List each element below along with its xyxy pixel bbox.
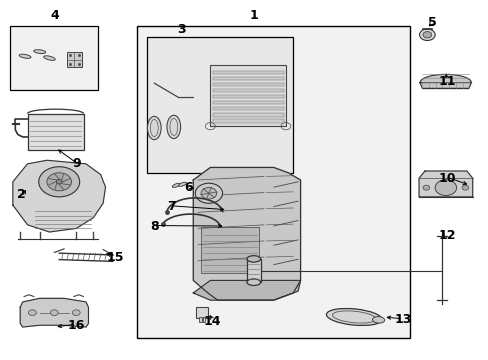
Circle shape [422,185,429,190]
Bar [212,77,283,80]
Ellipse shape [19,54,31,58]
Circle shape [434,180,456,195]
Circle shape [195,183,222,203]
Text: 11: 11 [437,75,455,88]
Ellipse shape [34,50,45,54]
Circle shape [201,188,216,199]
Circle shape [72,310,80,316]
Circle shape [39,167,80,197]
Polygon shape [418,171,472,197]
Bar [137,26,409,338]
Circle shape [422,32,431,38]
Ellipse shape [372,316,384,323]
Ellipse shape [325,309,381,325]
Bar [212,95,283,98]
Bar [212,101,283,104]
Bar [212,120,283,123]
Circle shape [56,180,62,184]
Ellipse shape [147,116,161,140]
Bar [202,318,205,321]
Text: 5: 5 [427,16,436,29]
Polygon shape [193,167,300,300]
Ellipse shape [246,279,260,285]
Ellipse shape [172,183,180,188]
Text: 3: 3 [177,23,185,36]
Text: 8: 8 [150,220,158,233]
Text: 15: 15 [106,251,124,264]
Ellipse shape [246,256,260,262]
Bar [195,307,208,318]
Polygon shape [419,83,470,89]
Bar [212,89,283,92]
Polygon shape [20,298,88,327]
Circle shape [50,310,58,316]
Ellipse shape [166,115,180,139]
Circle shape [419,29,434,41]
Text: 1: 1 [249,9,258,22]
Bar [210,65,285,126]
Bar [66,52,82,67]
Circle shape [461,185,468,190]
Circle shape [28,310,36,316]
Bar [246,259,260,282]
Bar [198,318,201,321]
Text: 7: 7 [166,201,175,213]
Text: 10: 10 [437,172,455,185]
Bar [27,114,83,149]
Ellipse shape [43,56,55,60]
Bar [212,113,283,117]
Text: 12: 12 [437,229,455,242]
Text: 4: 4 [50,9,59,22]
Circle shape [47,173,71,191]
Text: 6: 6 [184,181,192,194]
Bar [212,71,283,74]
Bar [212,83,283,86]
Bar [10,26,98,90]
Text: 9: 9 [72,157,81,170]
Polygon shape [13,160,105,232]
Polygon shape [193,280,300,300]
Text: 16: 16 [67,319,85,332]
Text: 14: 14 [203,315,221,328]
Bar [212,107,283,111]
Text: 2: 2 [17,188,26,201]
Bar [200,226,259,273]
Bar [147,37,293,173]
Text: 13: 13 [393,313,411,327]
Ellipse shape [178,182,186,186]
